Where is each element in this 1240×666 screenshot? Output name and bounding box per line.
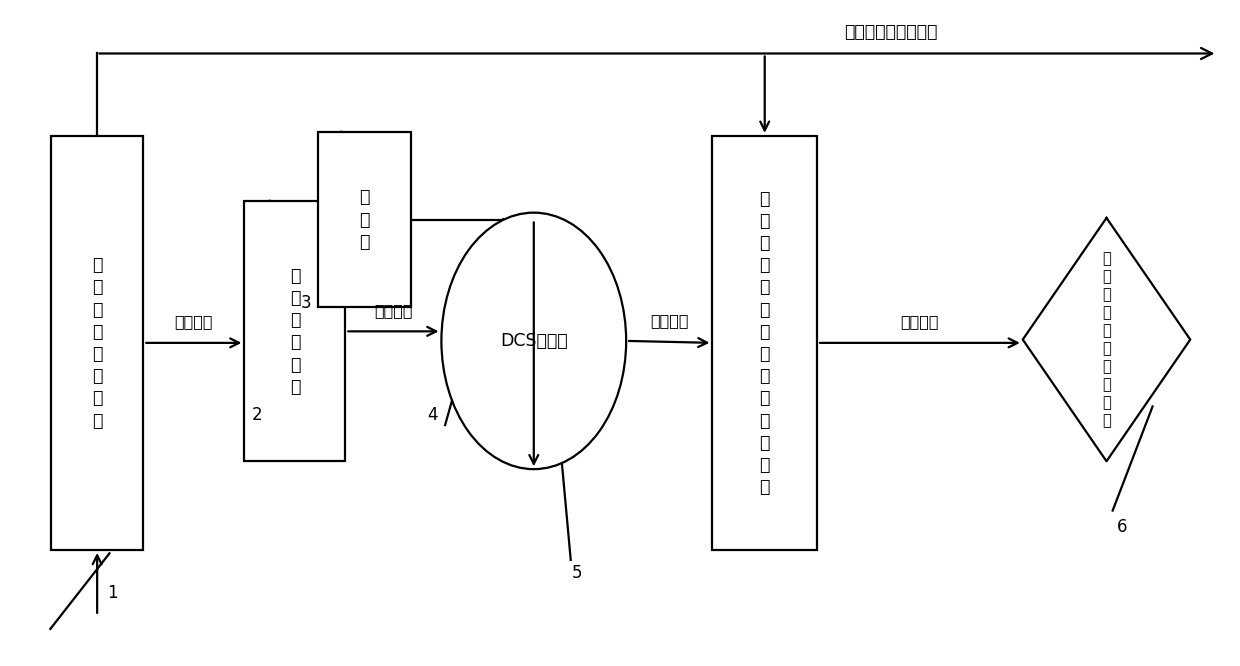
Text: 卷
积
神
经
网
络
的
最
优
软
测
量
仪
表: 卷 积 神 经 网 络 的 最 优 软 测 量 仪 表: [760, 190, 770, 496]
Bar: [319, 133, 410, 307]
Bar: [244, 202, 345, 462]
Polygon shape: [1023, 218, 1190, 462]
Bar: [712, 136, 817, 550]
Text: 熔
融
指
数
预
报
值
显
示
仪: 熔 融 指 数 预 报 值 显 示 仪: [1102, 251, 1111, 428]
Text: DCS数据库: DCS数据库: [500, 332, 568, 350]
Text: 6: 6: [1117, 518, 1127, 536]
Text: 熔融指数离线化验值: 熔融指数离线化验值: [844, 23, 937, 41]
Text: 易测变量: 易测变量: [175, 314, 213, 329]
Ellipse shape: [441, 212, 626, 469]
Text: 3: 3: [300, 294, 311, 312]
Bar: [51, 136, 144, 550]
Text: 2: 2: [252, 406, 262, 424]
Text: 4: 4: [428, 406, 438, 424]
Text: 模型输出: 模型输出: [900, 314, 939, 329]
Text: 丙
烯
聚
合
生
产
过
程: 丙 烯 聚 合 生 产 过 程: [92, 256, 103, 430]
Text: 易测变量: 易测变量: [374, 303, 413, 318]
Text: 控
制
站: 控 制 站: [360, 188, 370, 251]
Text: 5: 5: [572, 564, 582, 582]
Text: 1: 1: [107, 584, 118, 602]
Text: 现
场
智
能
仪
表: 现 场 智 能 仪 表: [290, 267, 300, 396]
Text: 模型输入: 模型输入: [650, 313, 688, 328]
